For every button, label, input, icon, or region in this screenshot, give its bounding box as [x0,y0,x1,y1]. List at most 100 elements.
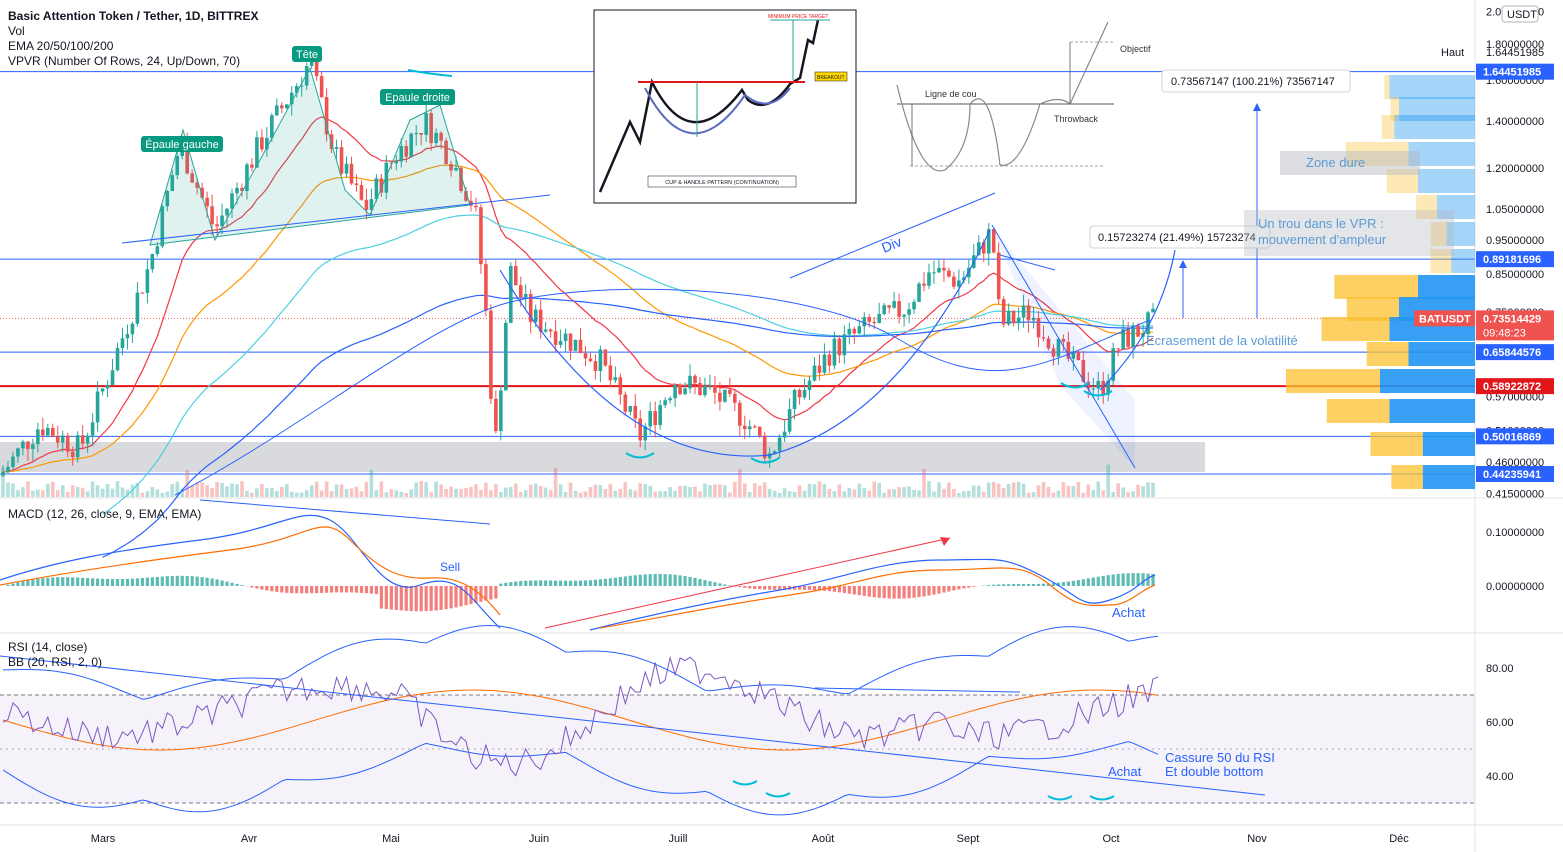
volume-bar [489,490,493,497]
level-tag [1476,63,1554,80]
volume-bar [389,489,394,497]
candle-body [1131,325,1135,347]
volume-bar [1036,485,1041,497]
macd-histogram-bar [225,581,229,586]
macd-histogram-bar [1002,584,1006,586]
macd-histogram-bar [1012,584,1016,586]
macd-histogram-bar [41,578,45,586]
macd-histogram-bar [444,586,448,610]
currency-badge-label: USDT [1507,9,1537,21]
volume-bar [349,488,354,497]
macd-histogram-bar [1056,582,1061,586]
macd-histogram-bar [648,574,652,586]
volume-bar [613,490,618,497]
candle-body [573,339,578,351]
volume-bar [673,490,677,497]
candle-body [892,301,896,308]
candle-body [653,411,657,426]
macd-histogram-bar [61,577,65,586]
candle-body [847,328,852,335]
volume-bar [618,488,623,497]
volume-bar [374,490,379,497]
vpvr-down-bar [1390,97,1399,121]
candle-body [220,215,224,227]
candle-body [1041,337,1046,339]
volume-bar [658,491,662,497]
last-price-value: 0.73514429 [1483,313,1541,325]
volume-bar [469,486,473,497]
volume-bar [50,481,55,497]
macd-histogram-bar [389,586,393,610]
volume-bar [857,483,862,497]
volume-bar [822,483,827,497]
volume-bar [359,491,364,497]
macd-histogram-bar [165,576,169,586]
candle-body [80,435,85,444]
macd-histogram-bar [643,574,647,586]
macd-histogram-bar [1051,583,1056,586]
x-tick-label: Juill [669,833,688,845]
candle-body [986,229,991,254]
volume-bar [723,485,727,497]
volume-bar [553,468,558,497]
macd-histogram-bar [399,586,403,611]
candle-body [583,353,588,359]
candle-body [494,398,498,432]
candle-body [548,329,553,332]
volume-bar [165,491,170,497]
vpvr-down-bar [1321,317,1390,341]
macd-histogram-bar [668,574,672,586]
volume-bar [832,491,837,497]
volume-bar [160,492,165,497]
ecrasement-label: Ecrasement de la volatilité [1146,333,1298,348]
candle-body [922,283,926,286]
candle-body [489,310,493,399]
rsi-bottom-mark [1089,795,1115,801]
candle-body [1106,380,1111,395]
volume-bar [698,491,702,497]
vpvr-down-bar [1381,115,1395,139]
volume-bar [1106,464,1111,497]
candle-body [205,197,209,207]
volume-bar [1026,492,1031,497]
volume-bar [538,485,543,497]
cup-inset-caption: CUP & HANDLE PATTERN (CONTINUATION) [665,180,779,186]
candle-body [46,427,50,436]
candle-body [105,384,110,389]
candle-body [733,393,737,403]
macd-histogram-bar [409,586,413,612]
candle-body [553,331,558,345]
volume-bar [90,481,95,497]
vpvr-up-bar [1408,142,1475,166]
candle-body [862,317,867,327]
volume-bar [1121,487,1125,497]
volume-bar [145,491,150,497]
volume-bar [812,484,817,497]
volume-bar [419,481,423,497]
cassure-label-1: Cassure 50 du RSI [1165,750,1275,765]
vpr-gap-label-2: mouvement d'ampleur [1258,232,1387,247]
volume-bar [802,490,807,497]
rsi-tick-label: 80.00 [1486,663,1514,675]
ema200-accent [174,288,1151,496]
volume-bar [414,482,419,497]
macd-histogram-bar [374,586,378,595]
macd-histogram-bar [404,586,408,611]
macd-histogram-bar [613,577,617,586]
macd-histogram-bar [260,586,264,590]
candle-body [1001,299,1006,325]
rsi-legend: RSI (14, close) BB (20, RSI, 2, 0) [8,640,102,670]
macd-histogram-bar [1036,583,1041,586]
candle-body [499,390,503,432]
channel-fill [992,228,1135,468]
macd-histogram-bar [339,586,344,593]
macd-histogram-bar [563,580,568,586]
volume-bar [220,483,224,497]
macd-histogram-bar [673,574,677,586]
macd-histogram-bar [1151,574,1155,586]
volume-bar [454,488,458,497]
level-tag-label: 0.44235941 [1483,469,1541,481]
measure-label-1: 0.73567147 (100.21%) 73567147 [1171,76,1335,88]
candle-body [90,422,95,436]
